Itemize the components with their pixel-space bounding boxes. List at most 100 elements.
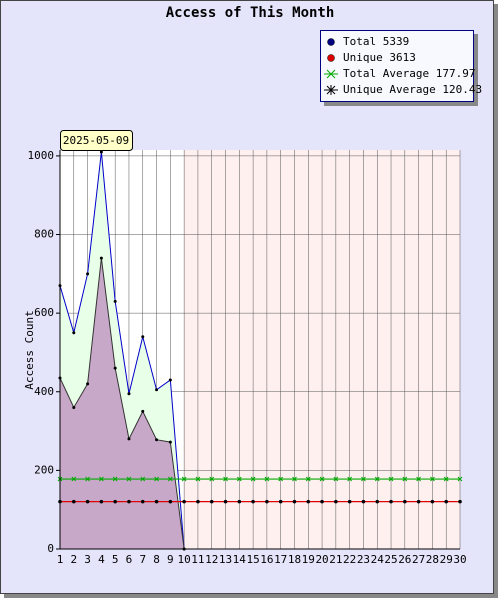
- average-marker: [140, 476, 146, 482]
- legend-label: Total 5339: [343, 35, 409, 48]
- x-tick-label: 2: [70, 553, 77, 566]
- point: [72, 405, 76, 409]
- x-tick-label: 15: [246, 553, 259, 566]
- x-tick-label: 18: [288, 553, 301, 566]
- average-marker: [154, 499, 159, 504]
- average-marker: [375, 499, 380, 504]
- legend-marker: [327, 54, 335, 62]
- average-marker: [416, 476, 421, 482]
- average-marker: [99, 499, 104, 504]
- average-marker: [444, 499, 449, 504]
- average-marker: [71, 499, 76, 504]
- point: [168, 378, 172, 382]
- point: [168, 440, 172, 444]
- line: [59, 151, 185, 550]
- average-marker: [347, 476, 353, 482]
- average-marker: [181, 476, 187, 482]
- average-marker: [236, 476, 242, 482]
- legend-label: Unique Average 120.43: [343, 83, 482, 96]
- average-marker: [140, 499, 145, 504]
- point: [141, 335, 145, 339]
- average-marker: [278, 476, 284, 482]
- x-tick-label: 14: [233, 553, 247, 566]
- point: [72, 331, 76, 335]
- average-marker: [85, 499, 90, 504]
- point: [127, 392, 131, 396]
- average-marker: [292, 476, 297, 482]
- average-marker: [333, 476, 339, 482]
- average-marker: [347, 499, 352, 504]
- x-tick-label: 11: [191, 553, 204, 566]
- average-marker: [443, 476, 449, 482]
- legend-marker: [326, 69, 336, 79]
- average-marker: [209, 499, 214, 504]
- average-marker: [237, 499, 242, 504]
- average-marker: [223, 499, 228, 504]
- average-marker: [458, 499, 462, 504]
- legend-label: Total Average 177.97: [343, 67, 475, 80]
- point: [127, 437, 131, 441]
- average-marker: [112, 476, 118, 482]
- average-marker: [195, 476, 201, 482]
- average-marker: [278, 499, 283, 504]
- x-tick-label: 21: [329, 553, 342, 566]
- point: [99, 256, 103, 260]
- average-marker: [167, 476, 173, 482]
- y-tick-label: 800: [34, 228, 54, 241]
- point: [113, 366, 117, 370]
- x-tick-label: 23: [357, 553, 370, 566]
- average-marker: [196, 499, 200, 504]
- average-marker: [319, 476, 325, 482]
- average-marker: [403, 499, 407, 504]
- average-marker: [306, 499, 311, 504]
- point: [99, 150, 103, 154]
- average-marker: [457, 476, 463, 482]
- average-marker: [374, 476, 380, 482]
- average-marker: [182, 499, 186, 504]
- average-marker: [402, 476, 408, 482]
- x-tick-label: 1: [57, 553, 64, 566]
- average-marker: [389, 499, 393, 504]
- average-marker: [154, 476, 159, 482]
- average-marker: [113, 499, 117, 504]
- point: [86, 272, 90, 276]
- legend: [320, 30, 474, 102]
- average-marker: [223, 476, 228, 482]
- average-marker: [168, 499, 173, 504]
- x-tick-label: 13: [219, 553, 232, 566]
- average-marker: [361, 476, 366, 482]
- x-tick-label: 25: [384, 553, 397, 566]
- average-marker: [305, 476, 311, 482]
- average-marker: [388, 476, 394, 482]
- point: [113, 299, 117, 303]
- y-tick-label: 1000: [28, 149, 55, 162]
- x-tick-label: 9: [167, 553, 174, 566]
- x-tick-label: 20: [315, 553, 328, 566]
- point: [155, 388, 159, 392]
- x-tick-label: 30: [453, 553, 466, 566]
- x-tick-label: 5: [112, 553, 119, 566]
- average-marker: [430, 476, 435, 482]
- point: [155, 438, 159, 442]
- y-axis-label: Access Count: [23, 310, 36, 389]
- y-tick-label: 600: [34, 306, 54, 319]
- average-marker: [320, 499, 324, 504]
- x-tick-label: 19: [302, 553, 315, 566]
- average-marker: [251, 499, 255, 504]
- average-marker: [126, 476, 132, 482]
- average-marker: [430, 499, 435, 504]
- legend-marker: [327, 38, 335, 46]
- x-tick-label: 7: [139, 553, 146, 566]
- y-tick-label: 0: [47, 542, 54, 555]
- average-marker: [250, 476, 256, 482]
- date-tag-label: 2025-05-09: [63, 134, 129, 147]
- x-tick-label: 6: [126, 553, 133, 566]
- average-marker: [292, 499, 297, 504]
- point: [86, 382, 90, 386]
- date-tag: [60, 130, 133, 151]
- average-marker: [416, 499, 421, 504]
- average-marker: [334, 499, 338, 504]
- average-marker: [85, 476, 90, 482]
- y-tick-label: 400: [34, 385, 54, 398]
